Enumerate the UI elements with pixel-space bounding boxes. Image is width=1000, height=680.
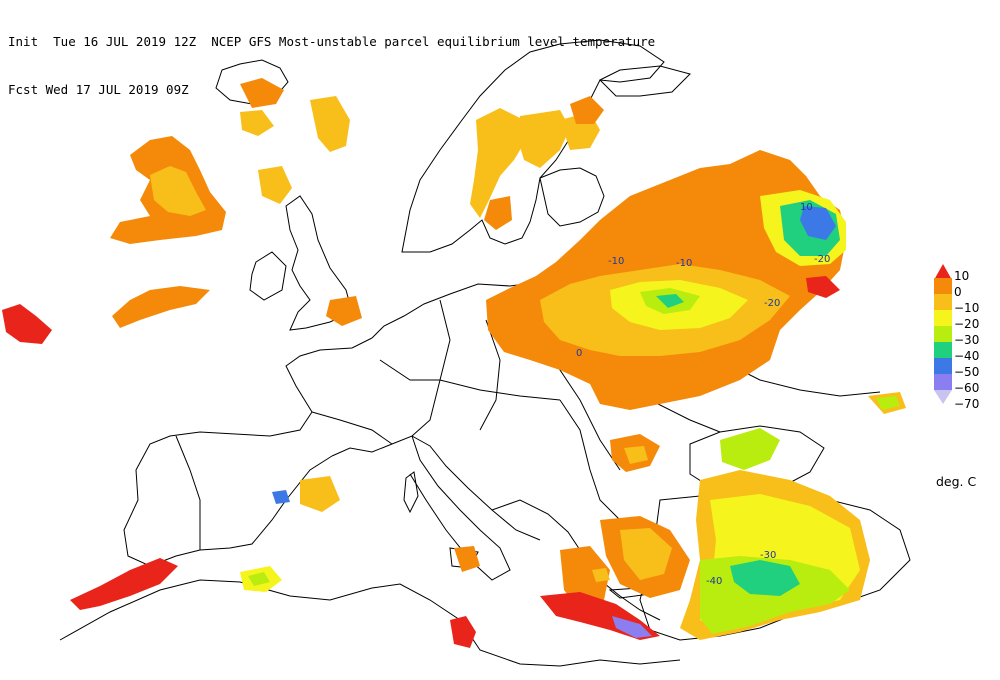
legend-label-minus10: −10: [954, 301, 980, 315]
legend-label-minus30: −30: [954, 333, 980, 347]
legend-swatch-bottom-triangle: [934, 390, 952, 404]
units-label: deg. C: [936, 474, 977, 489]
legend-swatch: [934, 326, 952, 342]
legend-label-minus50: −50: [954, 365, 980, 379]
legend-bars: [934, 264, 952, 404]
map-header: Init Tue 16 JUL 2019 12Z NCEP GFS Most-u…: [8, 2, 655, 114]
legend-swatch: [934, 358, 952, 374]
contour-label-minus10-b: -10: [676, 258, 692, 269]
contour-label-10: 10: [800, 202, 813, 213]
legend-label-minus70: −70: [954, 397, 980, 411]
legend-swatch-top-triangle: [934, 264, 952, 280]
legend-label-10: 10: [954, 269, 970, 283]
color-legend: [934, 264, 952, 404]
legend-swatch: [934, 342, 952, 358]
contour-label-minus10-a: -10: [608, 256, 624, 267]
legend-swatch: [934, 310, 952, 326]
contour-label-minus40: -40: [706, 576, 722, 587]
temperature-shading: [2, 78, 906, 648]
legend-swatch: [934, 278, 952, 294]
legend-label-minus40: −40: [954, 349, 980, 363]
contour-label-minus30: -30: [760, 550, 776, 561]
legend-label-0: 0: [954, 285, 962, 299]
forecast-line: Fcst Wed 17 JUL 2019 09Z: [8, 82, 189, 97]
init-line: Init Tue 16 JUL 2019 12Z NCEP GFS Most-u…: [8, 34, 656, 49]
contour-label-0: 0: [576, 348, 582, 359]
contour-label-minus20-a: -20: [814, 254, 830, 265]
contour-labels: 10 -10 -10 -20 -20 0 -30 -40: [576, 202, 830, 587]
legend-label-minus20: −20: [954, 317, 980, 331]
legend-swatch: [934, 294, 952, 310]
contour-label-minus20-b: -20: [764, 298, 780, 309]
weather-map: 10 -10 -10 -20 -20 0 -30 -40: [2, 39, 911, 667]
legend-label-minus60: −60: [954, 381, 980, 395]
legend-swatch: [934, 374, 952, 390]
